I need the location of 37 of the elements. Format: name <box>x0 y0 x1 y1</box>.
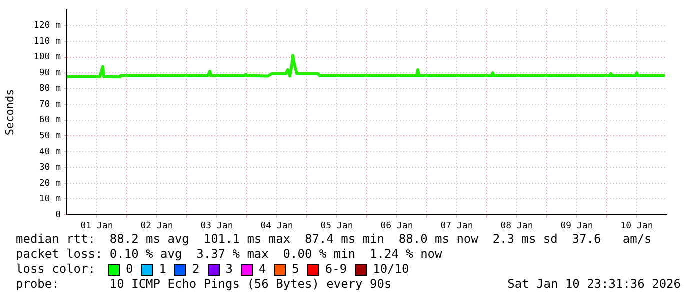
x-tick-label: 07 Jan <box>440 222 474 232</box>
y-tick-label: 20 m <box>39 178 61 189</box>
text: 1 <box>159 262 166 277</box>
x-tick-label: 04 Jan <box>260 222 294 232</box>
x-tick-label: 03 Jan <box>200 222 234 232</box>
text: 6-9 <box>325 262 348 277</box>
y-tick-label: 50 m <box>39 132 61 142</box>
text: median rtt: 88.2 ms avg 101.1 ms max 87.4 ms min 88.0 ms now 2.3 ms sd 37.6 am/s <box>16 232 653 247</box>
y-tick-label: 80 m <box>39 84 61 94</box>
x-tick-label: 05 Jan <box>320 222 354 232</box>
y-tick-label: 70 m <box>39 100 61 110</box>
text: Sat Jan 10 23:31:36 2026 <box>508 277 681 292</box>
y-tick-label: 0 <box>56 210 61 220</box>
y-tick-label: 100 m <box>34 52 61 63</box>
y-axis-title: Seconds <box>3 89 16 136</box>
text: loss color: <box>16 262 96 277</box>
text: probe: 10 ICMP Echo Pings (56 Bytes) every 90s <box>16 277 392 292</box>
x-tick-label: 01 Jan <box>80 222 114 232</box>
x-tick-label: 08 Jan <box>500 222 534 232</box>
y-tick-label: 10 m <box>39 194 61 205</box>
y-tick-label: 90 m <box>39 68 61 78</box>
y-tick-label: 30 m <box>39 163 61 174</box>
text: packet loss: 0.10 % avg 3.37 % max 0.00 % min 1.24 % now <box>16 247 444 262</box>
y-tick-label: 40 m <box>39 147 61 158</box>
y-tick-label: 120 m <box>34 21 61 32</box>
x-tick-label: 10 Jan <box>620 222 654 232</box>
y-tick-label: 60 m <box>39 116 61 126</box>
text: 2 <box>192 262 200 277</box>
x-tick-label: 09 Jan <box>560 222 594 232</box>
y-tick-label: 110 m <box>34 36 61 47</box>
text: 10/10 <box>373 262 410 277</box>
x-tick-label: 02 Jan <box>140 222 174 232</box>
text: 0 <box>126 262 134 277</box>
text: 5 <box>292 262 300 277</box>
x-tick-label: 06 Jan <box>380 222 414 232</box>
text: 4 <box>258 262 266 277</box>
text: 3 <box>226 262 233 277</box>
